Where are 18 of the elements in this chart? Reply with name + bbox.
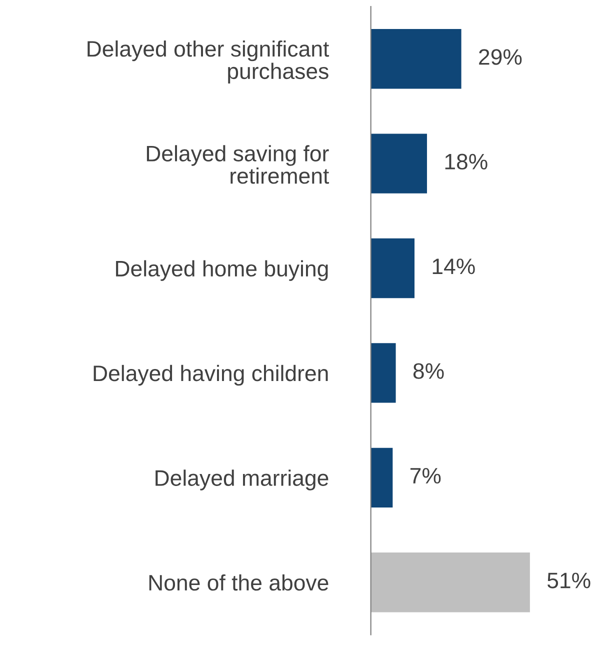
y-tick-label: Delayed home buying <box>116 260 328 281</box>
data-label: 18% <box>445 154 488 170</box>
data-label: 7% <box>410 468 441 484</box>
bar <box>370 448 393 508</box>
y-tick-label: Delayed having children <box>94 364 328 386</box>
data-label: 8% <box>413 363 444 379</box>
bar <box>370 29 462 89</box>
y-tick-label: Delayed saving for retirement <box>146 145 330 184</box>
bar <box>370 552 530 612</box>
data-label: 29% <box>479 49 522 65</box>
y-tick-label: Delayed marriage <box>156 470 328 490</box>
y-tick-label: None of the above <box>149 574 328 591</box>
data-label: 14% <box>432 258 475 274</box>
y-tick-label: Delayed other significant purchases <box>88 40 330 84</box>
bar <box>370 134 427 194</box>
bar <box>370 343 396 403</box>
data-label: 51% <box>547 572 590 588</box>
bar <box>370 238 415 298</box>
